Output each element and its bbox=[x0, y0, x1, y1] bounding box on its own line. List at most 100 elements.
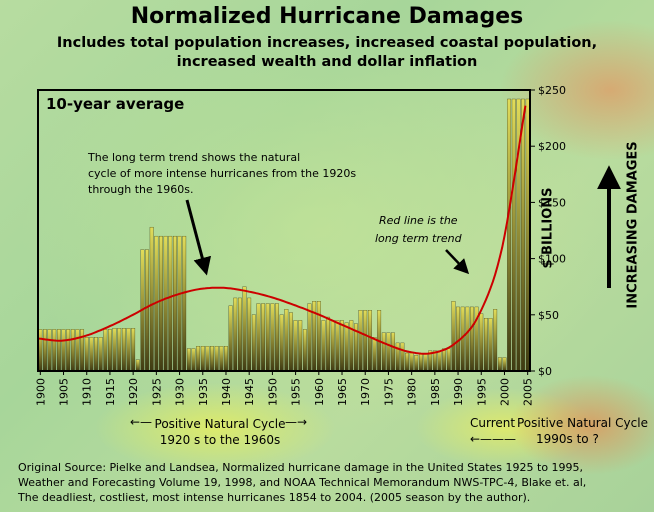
bar-1914 bbox=[103, 329, 108, 372]
increasing-damages-label: INCREASING DAMAGES bbox=[625, 141, 641, 309]
x-tick-label: 1950 bbox=[266, 378, 279, 406]
bar-1965 bbox=[340, 320, 344, 372]
bar-1948 bbox=[261, 303, 266, 372]
bar-1983 bbox=[423, 353, 428, 372]
source-line-2: Weather and Forecasting Volume 19, 1998,… bbox=[18, 476, 587, 489]
bar-1976 bbox=[391, 332, 395, 372]
bar-1960 bbox=[316, 301, 321, 372]
bar-1932 bbox=[186, 348, 191, 372]
bar-1964 bbox=[335, 320, 340, 372]
bar-1988 bbox=[446, 348, 451, 372]
bar-1996 bbox=[483, 318, 488, 372]
annotation-trend-line-3: through the 1960s. bbox=[88, 183, 194, 196]
panel-label: 10-year average bbox=[46, 95, 184, 113]
y-axis-ticks: $0 $50 $100 $150 $200 $250 bbox=[530, 84, 566, 378]
y-tick-label: $50 bbox=[538, 309, 559, 322]
y-tick-label: $150 bbox=[538, 196, 566, 209]
bar-2002 bbox=[511, 98, 516, 372]
bar-1935 bbox=[200, 346, 205, 372]
bar-1904 bbox=[56, 329, 61, 372]
bar-1919 bbox=[126, 328, 131, 372]
cycle-left-arrow-right-icon: —→ bbox=[285, 415, 308, 429]
bar-1970 bbox=[363, 310, 368, 372]
annotation-trend-line-2: cycle of more intense hurricanes from th… bbox=[88, 167, 356, 180]
bar-1913 bbox=[98, 337, 103, 372]
bar-1949 bbox=[265, 303, 270, 372]
annotation-trend-arrow bbox=[185, 199, 212, 276]
bar-1926 bbox=[159, 235, 163, 372]
bar-1908 bbox=[75, 329, 80, 372]
bar-1942 bbox=[233, 297, 238, 372]
annotation-redline-arrow bbox=[445, 249, 470, 275]
x-tick-label: 2005 bbox=[522, 378, 535, 406]
bar-1993 bbox=[470, 306, 474, 372]
bar-1915 bbox=[108, 329, 112, 372]
bar-1938 bbox=[214, 346, 219, 372]
bar-1954 bbox=[289, 312, 293, 372]
bar-1961 bbox=[321, 320, 326, 372]
bar-1958 bbox=[307, 303, 312, 372]
chart-title: Normalized Hurricane Damages bbox=[130, 4, 524, 29]
x-tick-label: 1910 bbox=[81, 378, 94, 406]
x-tick-label: 1955 bbox=[290, 378, 303, 406]
bar-1901 bbox=[43, 329, 47, 372]
bar-1921 bbox=[135, 359, 140, 372]
y-tick-label: $250 bbox=[538, 84, 566, 97]
chart-subtitle-line-2: increased wealth and dollar inflation bbox=[176, 54, 478, 70]
bar-1946 bbox=[251, 314, 256, 372]
bar-2004 bbox=[521, 98, 525, 372]
y-tick-label: $200 bbox=[538, 140, 566, 153]
bar-1936 bbox=[205, 346, 210, 372]
bar-1941 bbox=[228, 305, 233, 372]
bar-1930 bbox=[177, 235, 182, 372]
x-tick-label: 1945 bbox=[243, 378, 256, 406]
x-tick-label: 1920 bbox=[127, 378, 140, 406]
bar-2001 bbox=[507, 98, 512, 372]
bar-1929 bbox=[173, 235, 177, 372]
bar-1952 bbox=[279, 314, 284, 372]
x-tick-label: 1940 bbox=[220, 378, 233, 406]
bar-1910 bbox=[84, 337, 89, 372]
x-tick-label: 1900 bbox=[34, 378, 47, 406]
bar-1975 bbox=[386, 332, 391, 372]
bar-1945 bbox=[247, 297, 252, 372]
bar-1943 bbox=[237, 297, 242, 372]
x-tick-label: 1990 bbox=[452, 378, 465, 406]
bar-1962 bbox=[326, 316, 331, 372]
annotation-trend-note: The long term trend shows the natural cy… bbox=[87, 151, 356, 196]
bar-1956 bbox=[298, 320, 303, 372]
bar-2000 bbox=[502, 357, 507, 372]
bar-1985 bbox=[432, 350, 437, 372]
bar-1928 bbox=[168, 235, 173, 372]
bar-1937 bbox=[210, 346, 214, 372]
bar-1969 bbox=[358, 310, 363, 372]
bar-1987 bbox=[442, 348, 447, 372]
bar-1957 bbox=[302, 329, 307, 372]
bar-1986 bbox=[437, 350, 442, 372]
current-arrow-icon: ←——— bbox=[470, 432, 517, 446]
bar-1911 bbox=[89, 337, 94, 372]
cycle-left-arrow-left-icon: ←— bbox=[130, 415, 153, 429]
x-axis-ticks: 1900 1905 1910 1915 1920 1925 1930 1935 1940 1945… bbox=[34, 371, 535, 406]
bar-1971 bbox=[367, 310, 372, 372]
bar-1903 bbox=[52, 329, 57, 372]
bar-1902 bbox=[47, 329, 52, 372]
bar-1995 bbox=[479, 313, 484, 372]
bar-1916 bbox=[112, 328, 117, 372]
x-tick-label: 1985 bbox=[429, 378, 442, 406]
bar-1900 bbox=[38, 329, 43, 372]
bar-1934 bbox=[196, 346, 201, 372]
x-tick-label: 1930 bbox=[174, 378, 187, 406]
bar-1972 bbox=[372, 337, 377, 372]
plot-frame bbox=[37, 89, 531, 372]
bar-1927 bbox=[163, 235, 168, 372]
bar-1940 bbox=[224, 346, 228, 372]
source-citation: Original Source: Pielke and Landsea, Nor… bbox=[18, 460, 648, 505]
current-label: Current bbox=[470, 416, 516, 430]
bar-1951 bbox=[275, 303, 279, 372]
cycle-right-range: 1990s to ? bbox=[536, 432, 599, 446]
bar-1978 bbox=[400, 342, 405, 372]
bar-1918 bbox=[121, 328, 126, 372]
annotation-redline-line-1: Red line is the bbox=[379, 214, 458, 227]
bar-1917 bbox=[117, 328, 122, 372]
